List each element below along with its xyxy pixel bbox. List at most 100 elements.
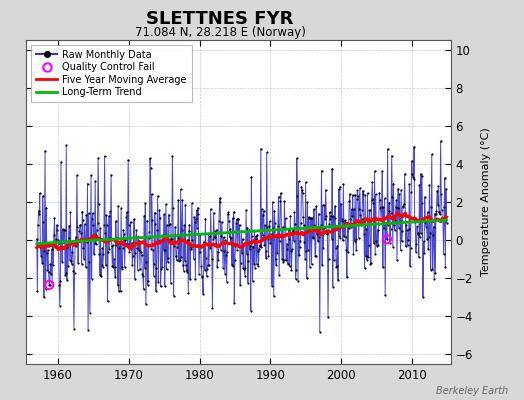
Point	[70, 325, 78, 332]
Point	[144, 278, 152, 284]
Point	[309, 235, 318, 242]
Y-axis label: Temperature Anomaly (°C): Temperature Anomaly (°C)	[481, 128, 491, 276]
Point	[238, 236, 247, 242]
Point	[220, 248, 228, 254]
Point	[363, 190, 372, 196]
Point	[36, 244, 45, 250]
Point	[346, 216, 355, 222]
Point	[69, 242, 77, 248]
Point	[417, 229, 425, 236]
Point	[178, 197, 187, 203]
Point	[195, 249, 204, 255]
Point	[165, 222, 173, 228]
Point	[230, 300, 238, 306]
Point	[344, 248, 352, 255]
Point	[102, 212, 111, 218]
Point	[239, 265, 247, 271]
Point	[433, 188, 441, 194]
Point	[436, 138, 445, 144]
Point	[92, 241, 100, 247]
Point	[121, 236, 129, 243]
Point	[399, 204, 408, 210]
Point	[202, 273, 211, 280]
Point	[101, 230, 110, 236]
Point	[250, 227, 258, 234]
Point	[401, 210, 409, 216]
Point	[166, 221, 174, 227]
Point	[38, 259, 46, 266]
Point	[261, 222, 269, 228]
Point	[55, 282, 63, 288]
Point	[119, 244, 127, 251]
Point	[88, 216, 96, 222]
Point	[180, 222, 188, 228]
Point	[227, 235, 235, 242]
Point	[73, 172, 81, 178]
Point	[407, 245, 415, 251]
Point	[200, 241, 209, 248]
Point	[174, 197, 182, 203]
Point	[192, 216, 200, 223]
Point	[81, 238, 89, 244]
Point	[414, 230, 422, 236]
Point	[240, 266, 248, 272]
Point	[349, 250, 357, 257]
Point	[282, 257, 290, 264]
Point	[204, 262, 212, 269]
Point	[110, 256, 118, 262]
Point	[359, 191, 368, 197]
Point	[168, 153, 177, 160]
Point	[113, 234, 121, 241]
Point	[326, 216, 334, 222]
Point	[234, 216, 243, 222]
Point	[236, 282, 244, 288]
Point	[104, 248, 112, 255]
Point	[199, 290, 207, 297]
Point	[280, 198, 289, 205]
Point	[132, 234, 140, 240]
Point	[241, 273, 249, 279]
Point	[123, 241, 132, 247]
Point	[190, 214, 199, 220]
Point	[79, 245, 88, 252]
Point	[422, 218, 431, 224]
Point	[252, 233, 260, 240]
Point	[237, 228, 246, 235]
Point	[347, 224, 355, 230]
Point	[292, 267, 300, 273]
Point	[328, 166, 336, 172]
Point	[88, 275, 96, 282]
Point	[201, 215, 210, 222]
Point	[315, 234, 323, 240]
Point	[262, 255, 270, 261]
Point	[145, 228, 154, 235]
Point	[353, 196, 361, 202]
Point	[79, 217, 87, 223]
Point	[135, 238, 144, 244]
Point	[428, 266, 436, 272]
Point	[409, 174, 417, 180]
Point	[194, 210, 202, 217]
Point	[57, 159, 65, 165]
Point	[127, 246, 135, 252]
Point	[75, 222, 84, 228]
Point	[179, 262, 187, 268]
Point	[138, 271, 147, 278]
Point	[253, 261, 261, 267]
Point	[376, 197, 384, 203]
Point	[136, 266, 144, 272]
Point	[304, 247, 312, 253]
Point	[44, 247, 52, 253]
Point	[190, 256, 198, 262]
Point	[106, 208, 114, 214]
Point	[122, 214, 130, 221]
Point	[143, 258, 151, 265]
Point	[154, 193, 162, 199]
Point	[268, 199, 277, 205]
Point	[150, 261, 158, 268]
Point	[168, 236, 176, 242]
Point	[167, 280, 175, 286]
Point	[37, 242, 46, 249]
Point	[212, 226, 221, 233]
Point	[380, 195, 389, 201]
